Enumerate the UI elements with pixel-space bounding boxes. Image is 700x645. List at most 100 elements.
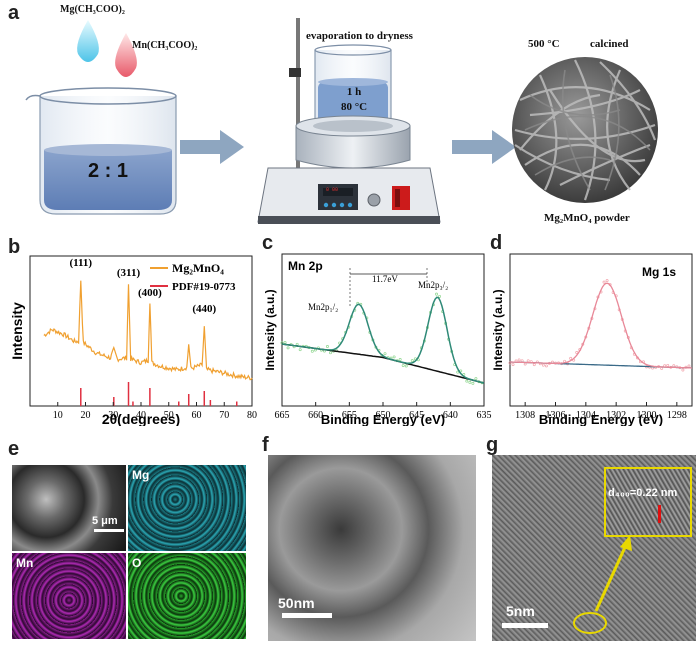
- data-point: [544, 364, 548, 368]
- eds-map-mg: Mg: [128, 465, 246, 551]
- data-point: [666, 363, 670, 367]
- x-tick-label: 50: [164, 410, 174, 421]
- data-point: [569, 356, 573, 360]
- panel-label-d: d: [490, 232, 503, 254]
- arrow-right-icon: [452, 130, 516, 164]
- panel-label-b: b: [8, 236, 21, 258]
- data-point: [404, 364, 408, 368]
- data-point: [383, 352, 387, 356]
- reagent-mg-label: Mg(CH₃COO)₂: [60, 4, 125, 15]
- xrd-xlabel: 2θ(degrees): [102, 411, 180, 426]
- tem-image: 50nm: [268, 455, 476, 641]
- arrow-right-icon: [180, 130, 244, 164]
- x-tick-label: 665: [275, 410, 290, 421]
- mg-xlabel: Binding Energy (eV): [539, 412, 663, 426]
- x-tick-label: 1306: [546, 410, 566, 421]
- data-point: [520, 359, 524, 363]
- x-tick-label: 10: [53, 410, 63, 421]
- mg-drop: [77, 20, 99, 62]
- mn-xlabel: Binding Energy (eV): [321, 412, 445, 426]
- display-top: 0 00: [326, 187, 339, 193]
- hrtem-pointer-arrow: [594, 544, 628, 612]
- x-tick-label: 660: [308, 410, 323, 421]
- mn2p12-label: Mn2p₁/₂: [308, 302, 338, 312]
- data-point: [438, 294, 442, 298]
- splitting-label: 11.7eV: [372, 274, 398, 284]
- xps-mn-chart: 665 660 655 650 645 640 635 Mn 2p 11.7eV Mn2p₁…: [263, 253, 492, 426]
- x-tick-label: 1298: [667, 410, 687, 421]
- peak-label: (440): [192, 303, 216, 315]
- xrd-ylabel: Intensity: [9, 302, 25, 360]
- data-point: [471, 381, 475, 385]
- calcine-label: calcined: [590, 38, 629, 50]
- eds-map-o: O: [128, 553, 246, 639]
- data-point: [280, 341, 284, 345]
- sem-image: 5 μm: [12, 465, 126, 551]
- data-point: [298, 348, 302, 352]
- data-point: [687, 364, 691, 368]
- temperature-label: 80 °C: [340, 101, 368, 113]
- x-tick-label: 80: [247, 410, 257, 421]
- hrtem-scale-label: 5nm: [506, 603, 535, 619]
- mn-drop: [115, 33, 137, 77]
- data-point: [295, 342, 299, 346]
- data-point: [468, 380, 472, 384]
- data-point: [283, 340, 287, 344]
- x-tick-label: 1302: [606, 410, 626, 421]
- legend-mg2mno4: Mg₂MnO₄: [172, 261, 224, 275]
- mn2p-title: Mn 2p: [288, 259, 323, 273]
- data-point: [605, 279, 609, 283]
- data-point: [672, 364, 676, 368]
- peak-label: (111): [69, 257, 92, 269]
- mg1s-title: Mg 1s: [642, 265, 676, 279]
- calcine-temp-label: 500 °C: [528, 38, 560, 50]
- panel-label-e: e: [8, 438, 20, 460]
- time-label: 1 h: [346, 86, 362, 98]
- panel-label-a: a: [8, 2, 20, 24]
- hrtem-highlight: [573, 612, 607, 634]
- data-point: [681, 368, 685, 372]
- xrd-chart: 10 20 30 40 50 60 70 80 (111) (311) (400) (440) Mg…: [9, 255, 257, 426]
- x-tick-label: 40: [136, 410, 146, 421]
- data-point: [517, 358, 521, 362]
- data-point: [392, 355, 396, 359]
- x-tick-label: 60: [192, 410, 202, 421]
- data-point: [310, 349, 314, 353]
- product-label: Mg₂MnO₄ powder: [544, 212, 630, 224]
- x-tick-label: 70: [219, 410, 229, 421]
- data-point: [532, 363, 536, 367]
- x-tick-label: 30: [108, 410, 118, 421]
- mn-ylabel: Intensity (a.u.): [263, 289, 277, 370]
- data-point: [474, 377, 478, 381]
- ratio-label: 2 : 1: [87, 160, 129, 182]
- x-tick-label: 1300: [637, 410, 657, 421]
- x-tick-label: 635: [477, 410, 492, 421]
- panel-label-c: c: [262, 232, 274, 254]
- peak-label: (311): [117, 267, 141, 279]
- data-point: [575, 351, 579, 354]
- data-point: [465, 379, 469, 383]
- evaporation-label: evaporation to dryness: [306, 30, 413, 42]
- hrtem-image: d₄₀₀=0.22 nm 5nm: [492, 455, 696, 641]
- reagent-mn-label: Mn(CH₃COO)₂: [132, 40, 198, 51]
- eds-map-mn: Mn: [12, 553, 126, 639]
- x-tick-label: 655: [342, 410, 357, 421]
- data-point: [401, 364, 405, 368]
- data-point: [523, 362, 527, 366]
- data-point: [511, 363, 515, 366]
- data-point: [329, 351, 332, 355]
- x-tick-label: 20: [81, 410, 91, 421]
- panel-label-g: g: [486, 434, 499, 456]
- panel-a-illustration: [25, 18, 658, 224]
- x-tick-label: 645: [409, 410, 424, 421]
- mn2p32-label: Mn2p₃/₂: [418, 280, 448, 290]
- data-point: [286, 346, 290, 350]
- x-tick-label: 640: [443, 410, 458, 421]
- x-tick-label: 1304: [576, 410, 596, 421]
- data-point: [526, 359, 530, 363]
- hrtem-inset: d₄₀₀=0.22 nm: [604, 467, 692, 537]
- x-tick-label: 650: [376, 410, 391, 421]
- x-tick-label: 1308: [515, 410, 535, 421]
- tem-scale-label: 50nm: [278, 595, 315, 611]
- inset-spacing-label: d₄₀₀=0.22 nm: [608, 487, 678, 499]
